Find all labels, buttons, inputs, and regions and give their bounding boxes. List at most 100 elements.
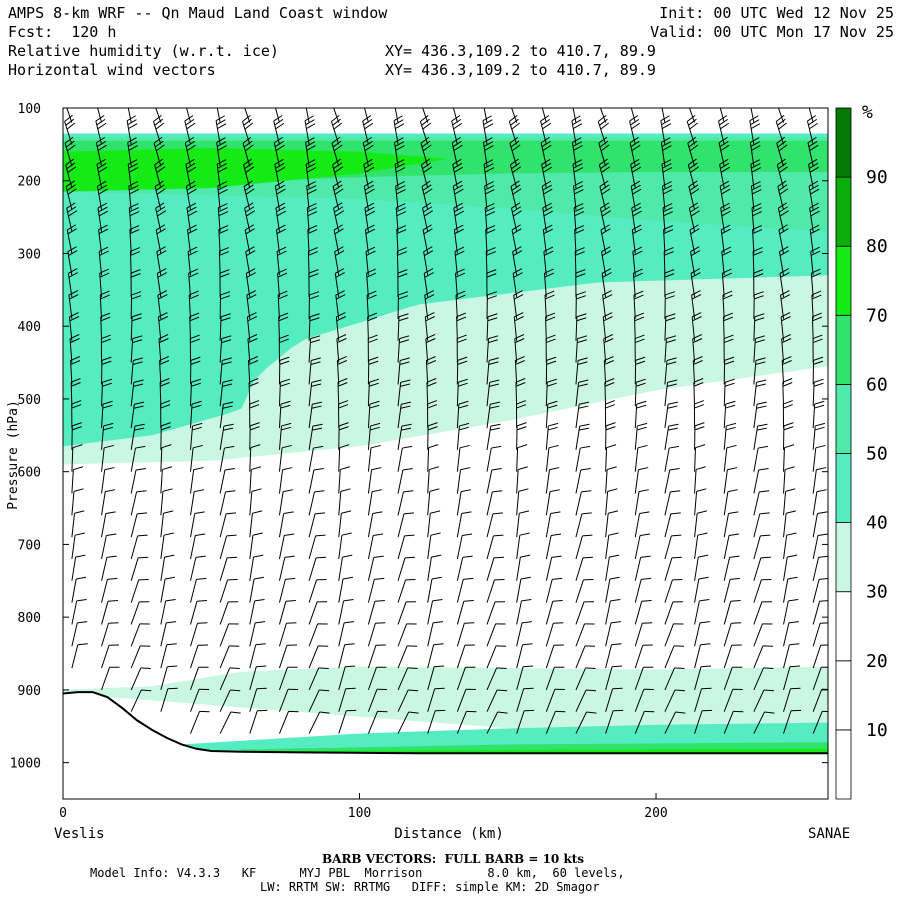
wind-barb — [605, 665, 623, 691]
wind-barb — [154, 158, 166, 189]
wind-barb — [397, 711, 419, 734]
wind-barb — [71, 598, 87, 625]
wind-barb — [750, 159, 762, 189]
plot-frame — [62, 107, 829, 800]
wind-barb — [278, 400, 291, 429]
wind-barb — [514, 356, 525, 385]
wind-barb — [545, 666, 565, 691]
wind-barb — [664, 689, 686, 712]
wind-barb — [722, 290, 733, 319]
wind-barb — [634, 400, 647, 429]
wind-barb — [661, 159, 673, 189]
wind-barb — [278, 644, 297, 669]
wind-barb — [249, 621, 266, 647]
wind-barb — [190, 600, 207, 625]
wind-barb — [160, 598, 176, 625]
wind-barb — [219, 579, 238, 603]
wind-barb — [694, 466, 706, 494]
wind-barb — [130, 269, 141, 298]
wind-barb — [427, 422, 438, 450]
wind-barb — [128, 181, 139, 210]
wind-barb — [605, 510, 619, 538]
wind-barb — [397, 645, 418, 669]
wind-barb — [422, 108, 429, 123]
wind-barb — [130, 645, 151, 669]
wind-barb — [338, 510, 352, 538]
wind-barb — [219, 490, 236, 516]
wind-barb — [723, 688, 743, 712]
wind-barb — [750, 181, 762, 210]
y-tick-label: 600 — [18, 466, 41, 481]
wind-barb — [98, 246, 109, 276]
wind-barb — [753, 512, 770, 538]
wind-barb — [575, 689, 597, 712]
wind-barb — [452, 108, 458, 123]
wind-barb — [249, 532, 263, 560]
wind-barb — [603, 356, 614, 385]
wind-barb — [335, 290, 346, 319]
wind-barb — [486, 357, 499, 385]
wind-barb — [367, 467, 382, 494]
wind-barb — [190, 422, 203, 450]
wind-barb — [160, 400, 171, 429]
wind-barb — [753, 579, 772, 603]
wind-barb — [397, 689, 419, 712]
wind-barb — [545, 356, 557, 385]
wind-barb — [160, 576, 176, 603]
wind-barb — [278, 555, 295, 581]
colorbar-label: 20 — [866, 651, 888, 672]
wind-barb — [70, 378, 81, 407]
wind-barb — [634, 710, 655, 734]
wind-barb — [486, 291, 497, 319]
wind-barb — [366, 290, 377, 319]
wind-barb — [753, 357, 766, 385]
wind-barb — [575, 601, 595, 625]
wind-barb — [130, 313, 142, 341]
wind-barb — [664, 291, 675, 319]
wind-barb — [217, 181, 228, 210]
wind-barb — [575, 357, 588, 385]
wind-barb — [573, 181, 584, 210]
wind-barb — [66, 108, 73, 123]
wind-barb — [308, 711, 330, 734]
wind-barb — [575, 313, 587, 341]
wind-barb — [338, 488, 351, 516]
wind-barb — [278, 688, 299, 712]
wind-barb — [516, 422, 527, 450]
wind-barb — [780, 290, 791, 319]
wind-barb — [97, 202, 109, 232]
wind-barb — [219, 556, 238, 581]
wind-barb — [219, 313, 231, 341]
wind-barb — [634, 356, 646, 385]
wind-barb — [248, 356, 259, 385]
wind-barb — [575, 490, 592, 516]
wind-barb — [275, 108, 280, 123]
wind-barb — [456, 666, 476, 691]
wind-barb — [367, 378, 380, 407]
wind-barb — [812, 467, 827, 494]
wind-barb — [337, 378, 348, 407]
wind-barb — [190, 400, 202, 429]
wind-barb — [632, 246, 643, 276]
wind-barb — [486, 711, 508, 734]
wind-barb — [749, 137, 761, 167]
wind-barb — [812, 555, 828, 581]
wind-barb — [278, 622, 297, 647]
wind-barb — [306, 203, 318, 232]
wind-barb — [575, 401, 589, 429]
wind-barb — [783, 665, 800, 691]
wind-barb — [516, 665, 534, 691]
wind-barb — [245, 268, 256, 298]
wind-barb — [605, 709, 624, 734]
wind-barb — [278, 533, 295, 560]
field-label-wind: Horizontal wind vectors — [8, 61, 216, 79]
wind-barb — [130, 689, 152, 712]
wind-barb — [101, 378, 113, 407]
wind-barb — [694, 709, 713, 734]
wind-barb — [367, 312, 378, 341]
wind-barb — [812, 489, 827, 516]
wind-barb — [486, 468, 502, 494]
wind-barb — [752, 225, 763, 254]
wind-barb — [753, 711, 775, 734]
wind-barb — [598, 136, 610, 167]
